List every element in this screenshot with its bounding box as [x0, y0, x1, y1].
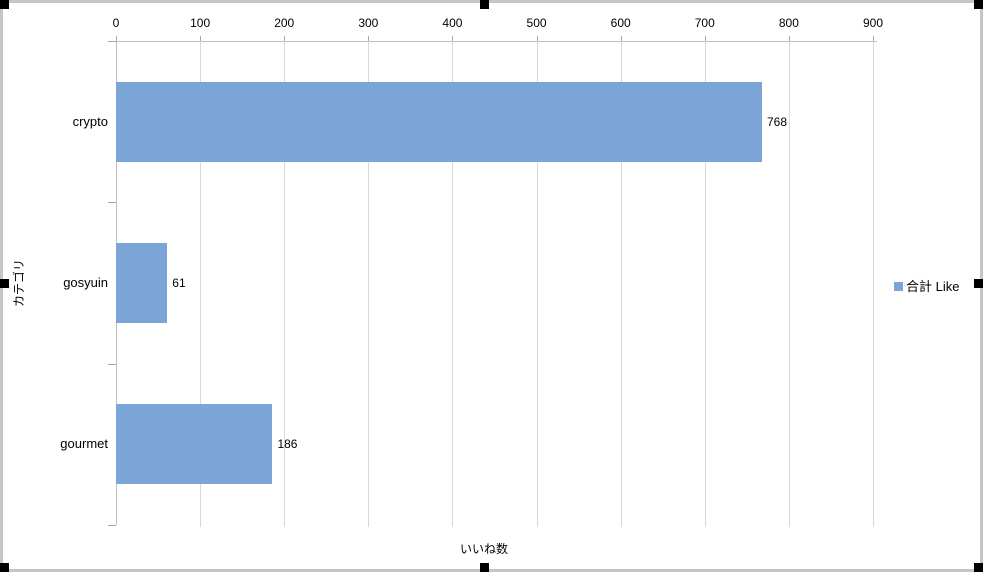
value-axis-tick	[873, 36, 874, 41]
value-axis-tick	[284, 36, 286, 41]
vertical-gridline	[284, 41, 286, 527]
value-axis-tick-label: 100	[190, 16, 211, 30]
data-label-crypto: 768	[766, 114, 787, 129]
value-axis-tick-label: 600	[610, 16, 631, 30]
selection-handle-middle-left[interactable]	[0, 279, 9, 288]
data-label-gosyuin: 61	[172, 276, 186, 290]
legend[interactable]: 合計 Like	[894, 279, 959, 294]
value-axis-tick-label: 200	[274, 16, 295, 30]
vertical-gridline	[536, 41, 538, 527]
category-label-gourmet: gourmet	[60, 436, 108, 452]
selection-handle-middle-right[interactable]	[974, 279, 983, 288]
legend-series-label: 合計 Like	[906, 279, 960, 294]
selection-handle-bottom-right[interactable]	[974, 563, 983, 572]
vertical-gridline	[788, 41, 790, 527]
value-axis-tick-label: 500	[526, 16, 547, 30]
bar-crypto[interactable]	[116, 81, 762, 162]
value-axis-tick	[620, 36, 622, 41]
value-axis-tick	[452, 36, 454, 41]
value-axis-line	[116, 41, 877, 42]
selection-handle-bottom-middle[interactable]	[480, 563, 489, 572]
selection-handle-top-left[interactable]	[0, 0, 9, 9]
vertical-gridline	[704, 41, 706, 527]
vertical-gridline	[368, 41, 370, 527]
category-axis-tick	[108, 363, 116, 365]
vertical-gridline	[200, 41, 202, 527]
value-axis-tick	[536, 36, 538, 41]
bar-gosyuin[interactable]	[116, 243, 168, 323]
value-axis-tick-label: 400	[442, 16, 463, 30]
category-axis-tick	[108, 41, 116, 42]
vertical-gridline	[620, 41, 622, 527]
vertical-gridline	[452, 41, 454, 527]
x-axis-title: いいね数	[459, 542, 508, 556]
value-axis-tick	[200, 36, 202, 41]
category-label-crypto: crypto	[72, 113, 108, 129]
value-axis-tick-label: 800	[778, 16, 799, 30]
category-axis-tick	[108, 202, 116, 204]
value-axis-tick-label: 900	[862, 16, 884, 30]
legend-series-marker-icon	[894, 282, 903, 291]
selection-handle-top-right[interactable]	[974, 0, 983, 9]
data-label-gourmet: 186	[277, 437, 298, 452]
value-axis-tick	[704, 36, 706, 41]
value-axis-tick-label: 300	[358, 16, 379, 30]
value-axis-tick	[116, 36, 117, 41]
value-axis-tick	[788, 36, 790, 41]
category-label-gosyuin: gosyuin	[63, 275, 108, 290]
bar-chart-plot-area: カテゴリ いいね数 合計 Like 0 100 200 300 400 500 600 700…	[3, 3, 980, 569]
value-axis-tick	[368, 36, 370, 41]
category-axis-tick	[108, 525, 116, 526]
vertical-gridline	[873, 41, 874, 527]
value-axis-tick-label: 0	[112, 16, 120, 30]
value-axis-tick-label: 700	[694, 16, 715, 30]
selection-handle-top-middle[interactable]	[480, 0, 489, 9]
bar-gourmet[interactable]	[116, 404, 273, 485]
y-axis-title: カテゴリ	[12, 259, 26, 308]
selection-handle-bottom-left[interactable]	[0, 563, 9, 572]
